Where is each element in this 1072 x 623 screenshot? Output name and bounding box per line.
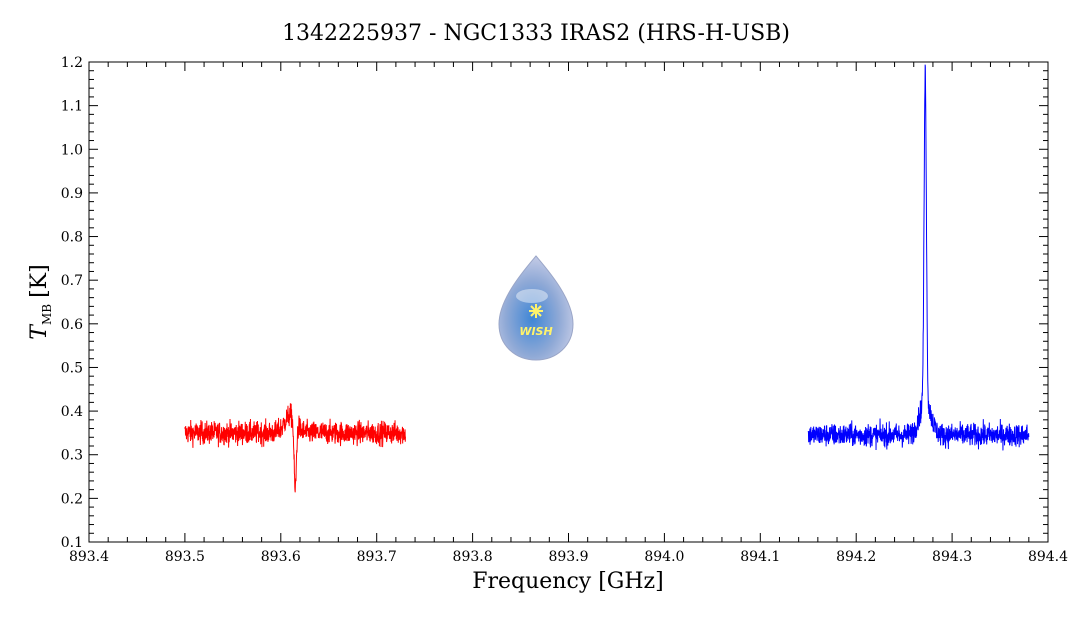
y-axis-title-unit: [K] xyxy=(27,264,52,298)
logo-text: WISH xyxy=(519,325,552,338)
y-tick-label: 0.9 xyxy=(61,186,83,202)
y-tick-label: 0.2 xyxy=(61,491,83,507)
y-tick-label: 1.0 xyxy=(61,142,83,158)
spectrum-line-1 xyxy=(184,403,406,493)
y-tick-label: 0.8 xyxy=(61,230,83,246)
x-tick-label: 894.4 xyxy=(1028,549,1068,565)
y-tick-label: 0.4 xyxy=(61,404,83,420)
svg-text:TMB[K]: TMB [K] xyxy=(27,264,54,339)
x-tick-label: 893.4 xyxy=(69,549,109,565)
star-icon xyxy=(529,304,543,318)
x-tick-label: 894.1 xyxy=(740,549,780,565)
y-tick-label: 0.1 xyxy=(61,535,83,551)
x-tick-label: 893.7 xyxy=(357,549,397,565)
x-tick-label: 894.2 xyxy=(836,549,876,565)
y-tick-label: 0.6 xyxy=(61,317,83,333)
y-axis-title-main: T xyxy=(27,323,52,340)
x-tick-label: 893.8 xyxy=(453,549,493,565)
wish-droplet-logo: WISH xyxy=(498,255,574,361)
plot-frame xyxy=(88,61,1049,543)
x-tick-label: 893.5 xyxy=(165,549,205,565)
x-tick-label: 893.9 xyxy=(548,549,588,565)
x-tick-label: 894.0 xyxy=(644,549,684,565)
x-tick-labels: 893.4 893.5 893.6 893.7 893.8 893.9 894.0 894.1… xyxy=(69,549,1068,565)
y-axis-title-subscript: MB xyxy=(40,304,54,325)
spectrum-line-2 xyxy=(807,64,1030,451)
y-tick-label: 0.5 xyxy=(61,360,83,376)
spectrum-series xyxy=(184,64,1030,493)
chart-title: 1342225937 - NGC1333 IRAS2 (HRS-H-USB) xyxy=(282,21,790,46)
y-axis-title: TMB [K] xyxy=(27,264,54,339)
x-tick-label: 894.3 xyxy=(932,549,972,565)
x-axis-title: Frequency [GHz] xyxy=(472,569,664,594)
axis-ticks xyxy=(88,61,1049,543)
y-tick-label: 0.3 xyxy=(61,448,83,464)
y-tick-label: 1.1 xyxy=(61,99,83,115)
x-tick-label: 893.6 xyxy=(261,549,301,565)
y-tick-label: 1.2 xyxy=(61,55,83,71)
y-tick-label: 0.7 xyxy=(61,273,83,289)
y-tick-labels: 0.1 0.2 0.3 0.4 0.5 0.6 0.7 0.8 0.9 1.0 1.1 1.2 xyxy=(61,55,83,551)
